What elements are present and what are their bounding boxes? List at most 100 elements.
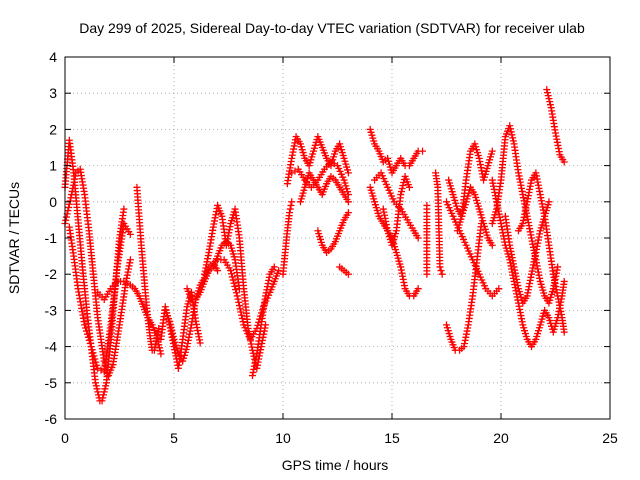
data-point [437, 267, 445, 275]
data-point [88, 346, 96, 354]
data-point [66, 197, 74, 205]
data-point [155, 341, 163, 349]
y-tick-label: 0 [49, 194, 57, 210]
data-point [67, 194, 75, 202]
data-point [85, 336, 93, 344]
series-t31 [514, 169, 568, 336]
y-tick-label: -3 [45, 302, 58, 318]
data-point [167, 323, 175, 331]
data-point [102, 382, 110, 390]
data-point [238, 314, 246, 322]
series-t25 [445, 176, 496, 249]
data-point [397, 188, 405, 196]
y-tick-label: 2 [49, 121, 57, 137]
data-point [546, 101, 554, 109]
x-tick-label: 10 [275, 430, 291, 446]
data-point [126, 230, 134, 238]
data-point [91, 355, 99, 363]
data-point [94, 388, 102, 396]
data-point [287, 201, 295, 209]
data-point [234, 295, 242, 303]
series-t11 [248, 263, 278, 380]
data-point [506, 122, 514, 130]
data-point [100, 391, 108, 399]
series-t1 [61, 136, 128, 405]
data-point [235, 298, 243, 306]
data-point [488, 241, 496, 249]
data-point [233, 292, 241, 300]
series-t18 [366, 125, 427, 177]
x-tick-label: 0 [61, 430, 69, 446]
data-point [545, 95, 553, 103]
data-point [169, 332, 177, 340]
data-point [545, 198, 553, 206]
data-point [239, 318, 247, 326]
data-point [228, 273, 236, 281]
data-point [87, 343, 95, 351]
data-point [560, 158, 568, 166]
y-tick-label: -6 [45, 411, 58, 427]
series-t21 [379, 172, 413, 249]
data-point [286, 205, 294, 213]
data-point [93, 361, 101, 369]
data-point [62, 213, 70, 221]
x-tick-label: 15 [384, 430, 400, 446]
data-point [227, 270, 235, 278]
data-point [495, 285, 503, 293]
data-point [126, 256, 134, 264]
data-point [238, 311, 246, 319]
series-t17 [336, 263, 352, 278]
data-point [543, 86, 551, 94]
series-t26 [443, 198, 503, 300]
data-point [344, 270, 352, 278]
data-point [169, 329, 177, 337]
chart-title: Day 299 of 2025, Sidereal Day-to-day VTE… [79, 20, 585, 36]
data-point [90, 352, 98, 360]
data-point [546, 98, 554, 106]
data-point [82, 324, 90, 332]
data-point [231, 282, 239, 290]
data-point [554, 263, 562, 271]
data-point [286, 209, 294, 217]
data-point [509, 134, 517, 142]
series-t32 [543, 86, 568, 166]
data-point [196, 339, 204, 347]
x-tick-label: 20 [493, 430, 509, 446]
data-point [438, 270, 446, 278]
series-t29 [488, 122, 562, 307]
y-tick-label: 4 [49, 49, 57, 65]
y-tick-label: -5 [45, 375, 58, 391]
data-point [232, 286, 240, 294]
series-t15 [288, 158, 352, 199]
data-point [64, 207, 72, 215]
data-point [99, 394, 107, 402]
data-point [155, 344, 163, 352]
data-points [61, 86, 568, 405]
data-point [414, 234, 422, 242]
data-point [232, 289, 240, 297]
series-t3 [65, 220, 134, 376]
x-axis-label: GPS time / hours [282, 457, 389, 473]
data-point [62, 216, 70, 224]
data-point [230, 279, 238, 287]
y-tick-label: -2 [45, 266, 58, 282]
data-point [344, 198, 352, 206]
series-t8 [183, 238, 243, 304]
data-point [506, 125, 514, 133]
data-point [166, 320, 174, 328]
data-point [65, 203, 73, 211]
series-t9 [201, 201, 270, 372]
x-tick-label: 25 [602, 430, 618, 446]
data-point [235, 302, 243, 310]
y-tick-label: -4 [45, 339, 58, 355]
series-t27 [453, 140, 496, 235]
data-point [488, 147, 496, 155]
series-t20 [371, 169, 422, 242]
series-t30 [501, 198, 553, 307]
series-t13 [283, 133, 352, 188]
data-point [101, 385, 109, 393]
series-t23 [432, 169, 446, 278]
series-t16 [314, 209, 352, 256]
data-point [423, 270, 431, 278]
